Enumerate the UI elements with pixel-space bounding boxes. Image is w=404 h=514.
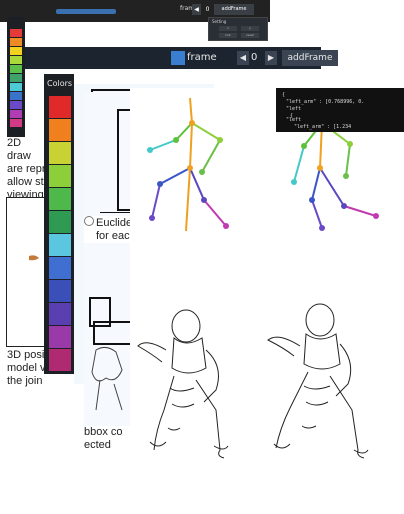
bbox-small [89,297,111,327]
mid-figure-lineart [91,346,123,411]
skeleton-left [147,97,229,232]
doc-line: are repr [7,163,46,175]
doc-line: 2D draw [7,137,31,162]
colors-title: Colors [47,79,73,88]
frame-value: 0 [251,52,258,63]
json-line: "left [286,117,302,123]
color-swatch[interactable] [10,38,22,46]
timeline-slider[interactable] [56,9,116,14]
frame-toolbar: frame ◀ 0 ▶ addFrame [25,47,338,69]
prev-frame-button[interactable]: ◀ [237,51,249,65]
doc-line: the join [7,375,43,387]
color-swatch[interactable] [49,142,71,164]
left-arm-lower [149,139,177,151]
right-arm-upper [191,122,221,141]
color-swatch[interactable] [49,211,71,233]
doc-paragraph-3d: 3D posi model v the join [7,349,47,388]
color-swatch[interactable] [49,257,71,279]
next-frame-button[interactable]: ▶ [265,51,277,65]
color-swatch[interactable] [10,56,22,64]
left-leg-upper [159,167,191,185]
color-swatch[interactable] [49,280,71,302]
color-swatch[interactable] [49,165,71,187]
color-swatch[interactable] [10,110,22,118]
json-line: "left [286,106,302,112]
color-swatch[interactable] [49,349,71,371]
frame-value: 0 [205,6,210,13]
lineart-figure-left [137,309,229,459]
doc-line: for each [96,230,136,242]
figure-silhouette [29,255,39,261]
color-swatch[interactable] [10,65,22,73]
doc-paragraph-2d: 2D draw are repr allow st viewing [7,137,47,202]
left-arm-upper [175,122,193,141]
mid-paper-figure [86,340,130,420]
color-swatch[interactable] [49,96,71,118]
right-leg-upper [189,167,205,201]
frame-label: frame [187,52,217,63]
add-frame-button[interactable]: addFrame [282,50,338,66]
doc-line: Euclide [84,216,144,230]
small-colors-panel [7,17,25,137]
prev-frame-button[interactable]: ◀ [192,4,201,15]
json-snippet: { "left_arm" : [0.768996, 0. "left { "le… [276,88,404,132]
right-leg-lower [203,199,227,227]
toolbar-strip: frame ◀ 0 addFrame [0,0,270,22]
lineart-figure-right [267,303,369,459]
settings-mini-panel: Setting x y link reset [208,17,268,41]
color-swatch[interactable] [49,303,71,325]
color-swatch[interactable] [10,92,22,100]
doc-line: ected [84,439,111,451]
color-swatch[interactable] [10,101,22,109]
main-paper [130,88,404,468]
settings-title: Setting [212,19,227,24]
color-swatch[interactable] [10,29,22,37]
doc-line: model v [7,362,46,374]
doc-line: 3D posi [7,349,45,361]
x-field[interactable]: x [219,26,237,31]
left-leg-lower [151,183,161,219]
json-line: "left_arm" : [0.768996, 0. [286,99,365,105]
doc-line: allow st [7,176,44,188]
spine [189,122,193,169]
doc-line: bbox co [84,426,123,438]
frame-color-square[interactable] [171,51,185,65]
color-swatch[interactable] [49,234,71,256]
color-swatch[interactable] [10,119,22,127]
color-swatch[interactable] [10,74,22,82]
colors-panel: Colors [44,74,74,374]
reset-button[interactable]: reset [241,33,259,38]
color-swatch[interactable] [10,83,22,91]
skeleton-canvas [137,97,379,459]
figure-hand [29,255,39,261]
doc-figure-box [6,197,48,347]
y-field[interactable]: y [241,26,259,31]
json-line: { [282,92,286,98]
color-swatch[interactable] [49,119,71,141]
json-line: "left_arm" : [1.234 [294,124,352,130]
frame-label: frame [180,5,198,12]
color-swatch[interactable] [10,47,22,55]
color-swatch[interactable] [49,326,71,348]
json-line: { [290,113,294,119]
color-swatch[interactable] [49,188,71,210]
add-frame-button[interactable]: addFrame [214,4,254,15]
link-button[interactable]: link [219,33,237,38]
